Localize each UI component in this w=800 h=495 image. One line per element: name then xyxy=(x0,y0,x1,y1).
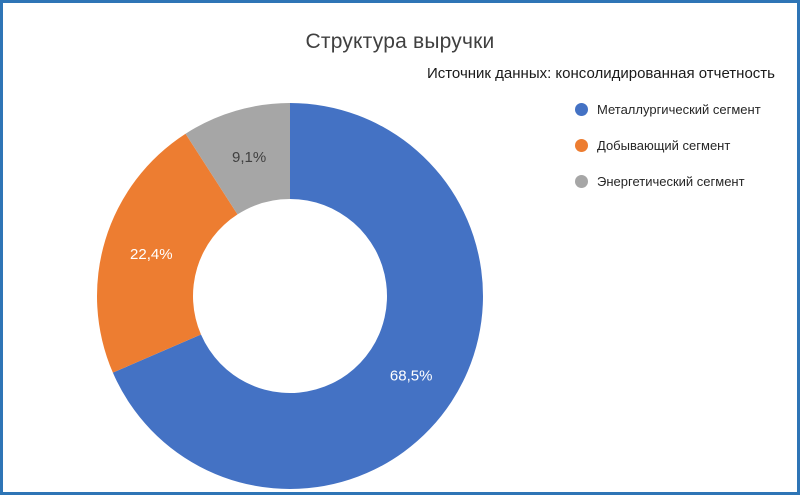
slice-value-label-2: 9,1% xyxy=(232,149,266,166)
donut-chart: 68,5% 22,4% 9,1% xyxy=(96,103,483,489)
legend-item-metallurgical: Металлургический сегмент xyxy=(575,99,761,119)
legend-label-1: Добывающий сегмент xyxy=(597,137,731,153)
legend-dot-0 xyxy=(575,102,588,116)
legend-label-2: Энергетический сегмент xyxy=(597,173,745,189)
legend-item-energy: Энергетический сегмент xyxy=(575,171,761,191)
slice-value-label-0: 68,5% xyxy=(390,368,433,385)
chart-legend: Металлургический сегмент Добывающий сегм… xyxy=(575,99,761,191)
pie-slice-0 xyxy=(112,103,483,489)
chart-title: Структура выручки xyxy=(305,30,495,53)
legend-dot-2 xyxy=(575,174,588,188)
donut-chart-area: 68,5% 22,4% 9,1% xyxy=(90,93,490,492)
pie-slice-1 xyxy=(96,133,238,373)
legend-item-mining: Добывающий сегмент xyxy=(575,135,761,155)
chart-subtitle: Источник данных: консолидированная отчет… xyxy=(426,65,775,82)
slice-value-label-1: 22,4% xyxy=(130,246,173,263)
legend-dot-1 xyxy=(575,138,588,152)
pie-slice-2 xyxy=(185,103,290,215)
legend-label-0: Металлургический сегмент xyxy=(597,101,761,117)
